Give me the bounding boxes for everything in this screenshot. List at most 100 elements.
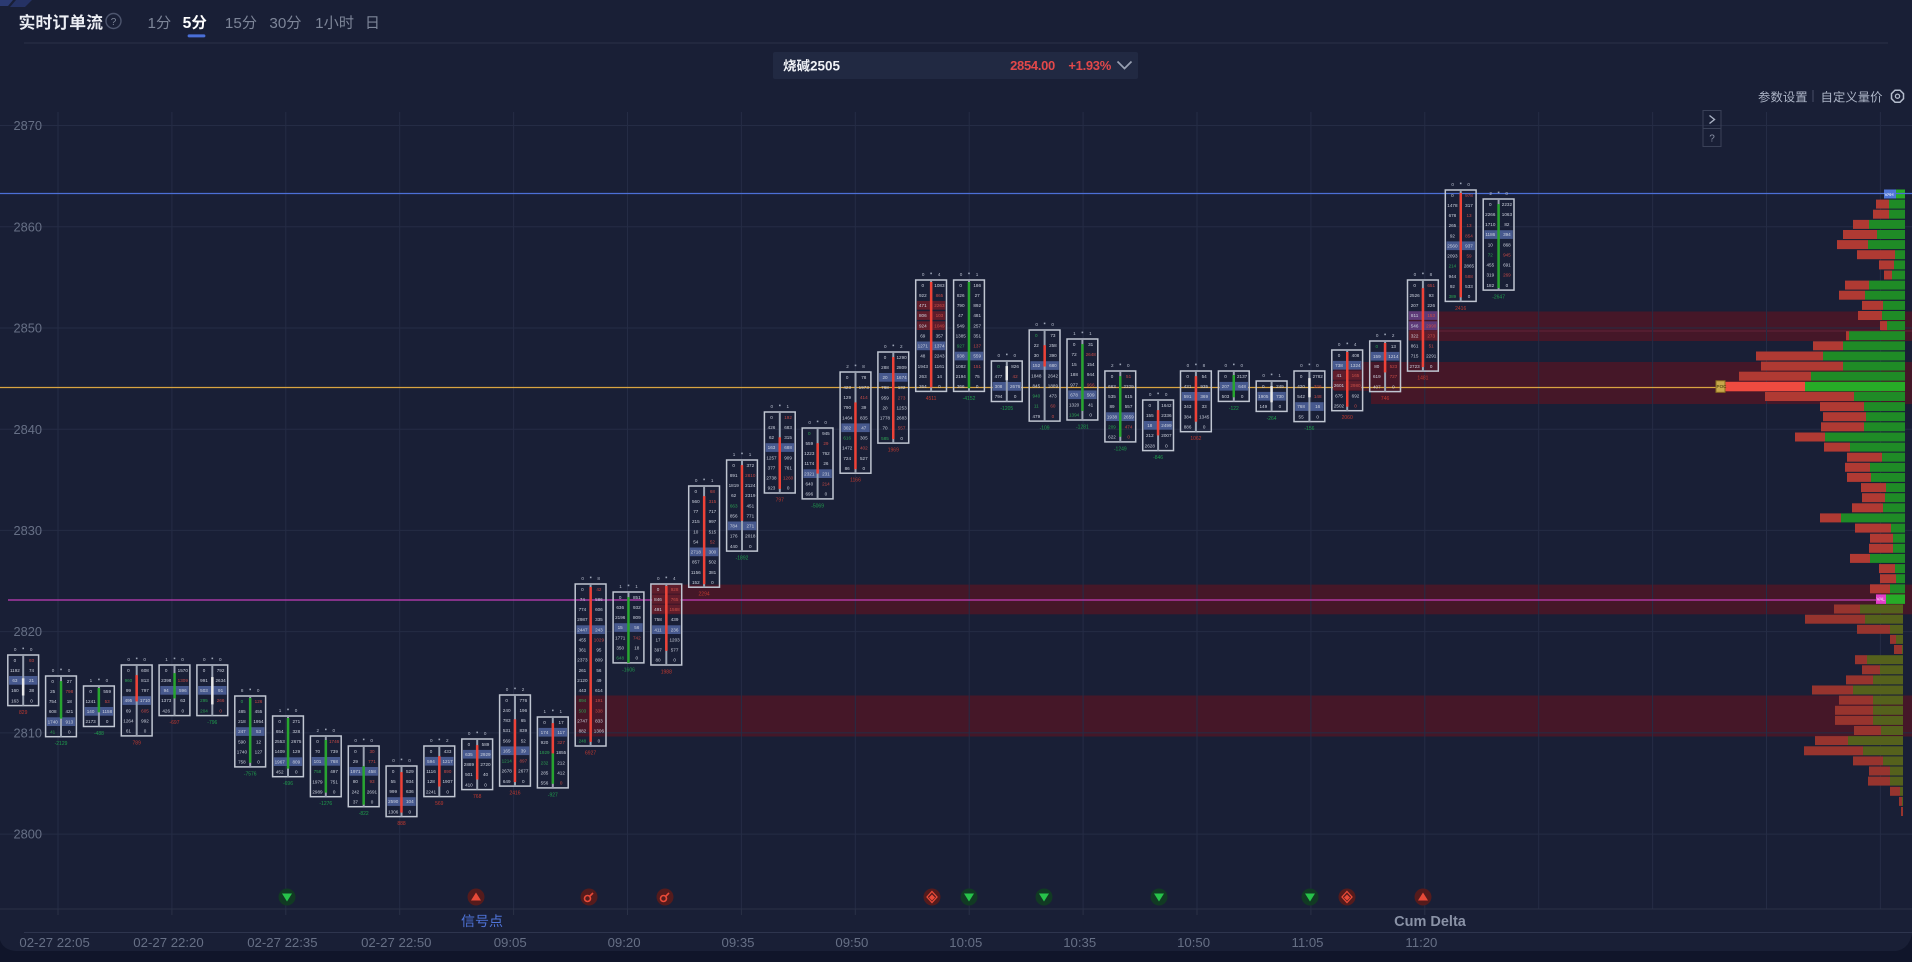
svg-text:1: 1 <box>1073 331 1076 336</box>
svg-text:0: 0 <box>1165 392 1168 397</box>
svg-text:38: 38 <box>29 688 35 693</box>
svg-text:16: 16 <box>1315 404 1321 409</box>
svg-text:0: 0 <box>997 364 1000 369</box>
svg-text:0: 0 <box>181 657 184 662</box>
svg-text:809: 809 <box>633 615 641 620</box>
svg-text:29: 29 <box>353 759 359 764</box>
svg-text:783: 783 <box>503 718 511 723</box>
svg-text:2720: 2720 <box>480 762 491 767</box>
svg-text:473: 473 <box>1049 394 1057 399</box>
svg-text:0: 0 <box>543 720 546 725</box>
svg-text:758: 758 <box>314 769 322 774</box>
svg-text:-109: -109 <box>1040 426 1050 432</box>
svg-text:798: 798 <box>65 689 73 694</box>
svg-text:0: 0 <box>732 463 735 468</box>
svg-text:515: 515 <box>709 529 717 534</box>
svg-text:2980: 2980 <box>1350 383 1361 388</box>
svg-text:315: 315 <box>784 435 792 440</box>
svg-text:128: 128 <box>427 779 435 784</box>
svg-text:20: 20 <box>882 375 888 380</box>
svg-text:654: 654 <box>276 729 284 734</box>
svg-text:63: 63 <box>12 678 18 683</box>
svg-text:0: 0 <box>392 758 395 763</box>
svg-text:0: 0 <box>203 668 206 673</box>
svg-text:1306: 1306 <box>388 809 399 814</box>
svg-text:191: 191 <box>595 698 603 703</box>
svg-text:688: 688 <box>784 445 792 450</box>
svg-text:2447: 2447 <box>577 627 588 632</box>
svg-text:426: 426 <box>768 425 776 430</box>
svg-text:75: 75 <box>975 374 981 379</box>
svg-text:2683: 2683 <box>896 416 907 421</box>
svg-text:423: 423 <box>843 385 851 390</box>
svg-text:93: 93 <box>29 658 35 663</box>
svg-text:585: 585 <box>881 436 889 441</box>
svg-text:18: 18 <box>1147 423 1153 428</box>
svg-text:149: 149 <box>1259 404 1267 409</box>
svg-text:151: 151 <box>973 364 981 369</box>
svg-text:273: 273 <box>898 395 906 400</box>
svg-text:932: 932 <box>633 605 641 610</box>
svg-text:2060: 2060 <box>1342 415 1353 421</box>
svg-text:0: 0 <box>257 760 260 765</box>
svg-text:923: 923 <box>768 486 776 491</box>
svg-text:2266: 2266 <box>1485 212 1496 217</box>
svg-text:556: 556 <box>541 781 549 786</box>
svg-text:0: 0 <box>1300 374 1303 379</box>
svg-text:0: 0 <box>695 489 698 494</box>
svg-text:0: 0 <box>219 657 222 662</box>
svg-text:2865: 2865 <box>1464 264 1475 269</box>
svg-text:1905: 1905 <box>1258 394 1269 399</box>
svg-text:559: 559 <box>805 441 813 446</box>
svg-text:09:05: 09:05 <box>494 935 527 950</box>
svg-text:738: 738 <box>1335 363 1343 368</box>
svg-text:4511: 4511 <box>926 396 937 402</box>
svg-text:920: 920 <box>541 740 549 745</box>
svg-text:0: 0 <box>182 708 185 713</box>
svg-text:2820: 2820 <box>14 624 42 639</box>
svg-text:-156: -156 <box>1304 426 1314 432</box>
svg-text:1746: 1746 <box>329 739 340 744</box>
svg-text:1938: 1938 <box>1107 414 1118 419</box>
svg-text:0: 0 <box>408 758 411 763</box>
svg-text:41: 41 <box>1336 373 1342 378</box>
svg-text:2809: 2809 <box>896 365 907 370</box>
svg-text:1: 1 <box>148 15 156 32</box>
svg-text:8: 8 <box>241 688 244 693</box>
svg-text:0: 0 <box>922 272 925 277</box>
svg-text:0: 0 <box>506 687 509 692</box>
svg-text:861: 861 <box>1411 344 1419 349</box>
svg-text:1740: 1740 <box>48 719 59 724</box>
svg-text:137: 137 <box>973 344 981 349</box>
svg-text:2642: 2642 <box>1048 373 1059 378</box>
svg-text:5: 5 <box>233 15 241 32</box>
svg-text:999: 999 <box>389 789 397 794</box>
svg-text:0: 0 <box>14 658 17 663</box>
svg-text:966: 966 <box>1087 382 1095 387</box>
svg-text:186: 186 <box>973 283 981 288</box>
svg-text:0: 0 <box>127 657 130 662</box>
svg-text:790: 790 <box>957 303 965 308</box>
svg-text:2590: 2590 <box>388 799 399 804</box>
svg-text:0: 0 <box>1505 191 1508 196</box>
svg-text:0: 0 <box>295 770 298 775</box>
svg-text:776: 776 <box>519 698 527 703</box>
svg-text:797: 797 <box>776 498 785 504</box>
svg-text:148: 148 <box>1314 394 1322 399</box>
svg-text:-1892: -1892 <box>736 556 749 562</box>
svg-text:0: 0 <box>976 384 979 389</box>
svg-text:856: 856 <box>730 514 738 519</box>
svg-text:257: 257 <box>973 323 981 328</box>
svg-text:0: 0 <box>749 544 752 549</box>
svg-text:992: 992 <box>141 719 149 724</box>
svg-text:0: 0 <box>30 698 33 703</box>
svg-text:129: 129 <box>292 749 300 754</box>
svg-text:327: 327 <box>557 740 565 745</box>
svg-text:615: 615 <box>1125 394 1133 399</box>
svg-text:10:35: 10:35 <box>1063 935 1096 950</box>
svg-text:0: 0 <box>1279 404 1282 409</box>
svg-text:2124: 2124 <box>745 483 756 488</box>
svg-text:894: 894 <box>579 698 587 703</box>
svg-text:1186: 1186 <box>1485 232 1495 237</box>
svg-text:317: 317 <box>1465 203 1473 208</box>
